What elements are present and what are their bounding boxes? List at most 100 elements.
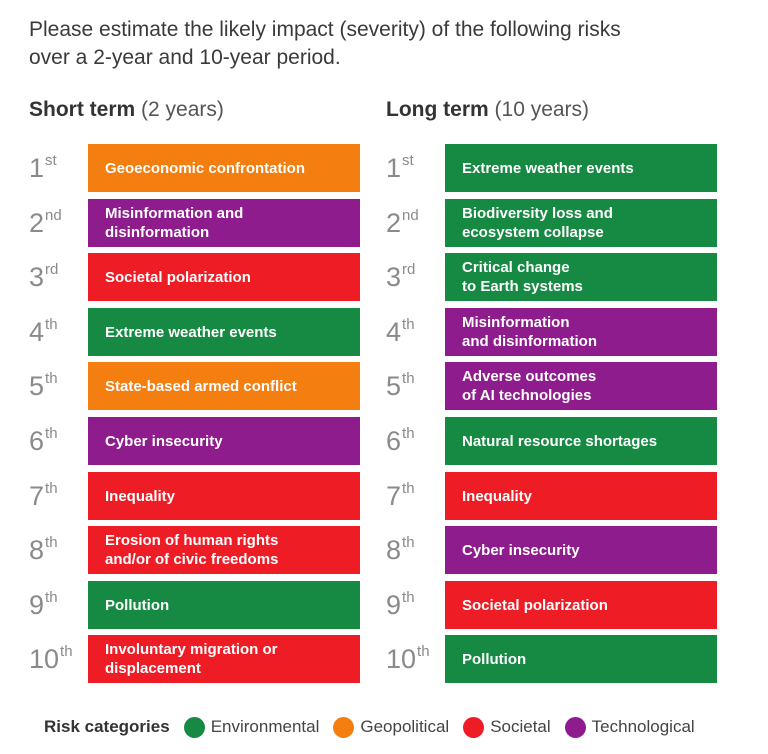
risk-row: 7th Inequality <box>29 472 360 520</box>
rank-label: 7th <box>386 472 446 520</box>
risk-label: Cyber insecurity <box>445 526 717 574</box>
legend-color-dot <box>463 716 485 738</box>
legend-items: Environmental Geopolitical Societal Technol… <box>183 716 709 738</box>
risk-label: Inequality <box>445 472 717 520</box>
risk-label: Extreme weather events <box>445 144 717 192</box>
long-term-heading: Long term (10 years) <box>386 97 589 123</box>
rank-number: 5 <box>386 371 402 401</box>
rank-label: 4th <box>386 308 446 356</box>
risk-label: Extreme weather events <box>88 308 360 356</box>
rank-suffix: nd <box>402 207 419 224</box>
risk-row: 10th Involuntary migration or displacemen… <box>29 635 360 683</box>
risk-label: Misinformation and disinformation <box>445 308 717 356</box>
legend-item: Societal <box>463 716 551 738</box>
rank-suffix: nd <box>45 207 62 224</box>
risk-label: Geoeconomic confrontation <box>88 144 360 192</box>
rank-number: 7 <box>29 481 45 511</box>
risk-row: 5th Adverse outcomes of AI technologies <box>386 362 717 410</box>
rank-suffix: th <box>402 425 415 442</box>
legend-label: Geopolitical <box>360 717 450 736</box>
risk-row: 9th Pollution <box>29 581 360 629</box>
rank-label: 8th <box>386 526 446 574</box>
rank-suffix: th <box>417 643 430 660</box>
legend-item: Environmental <box>183 716 319 738</box>
rank-suffix: th <box>45 425 58 442</box>
rank-label: 1st <box>386 144 446 192</box>
rank-number: 1 <box>386 153 402 183</box>
risk-row: 2nd Misinformation and disinformation <box>29 199 360 247</box>
rank-number: 2 <box>386 208 402 238</box>
rank-label: 5th <box>29 362 89 410</box>
rank-label: 10th <box>386 635 446 683</box>
risk-label: Societal polarization <box>445 581 717 629</box>
rank-label: 3rd <box>386 253 446 301</box>
risk-label: Natural resource shortages <box>445 417 717 465</box>
rank-number: 2 <box>29 208 45 238</box>
rank-number: 10 <box>29 644 60 674</box>
risk-label: Critical change to Earth systems <box>445 253 717 301</box>
question-text: Please estimate the likely impact (sever… <box>29 18 621 69</box>
short-term-heading: Short term (2 years) <box>29 97 224 123</box>
rank-number: 4 <box>386 317 402 347</box>
rank-label: 8th <box>29 526 89 574</box>
risk-row: 7th Inequality <box>386 472 717 520</box>
rank-number: 8 <box>386 535 402 565</box>
risk-row: 9th Societal polarization <box>386 581 717 629</box>
rank-suffix: th <box>45 480 58 497</box>
risk-label: Cyber insecurity <box>88 417 360 465</box>
rank-label: 3rd <box>29 253 89 301</box>
rank-label: 5th <box>386 362 446 410</box>
rank-number: 3 <box>29 262 45 292</box>
rank-suffix: th <box>45 589 58 606</box>
legend-item: Technological <box>564 716 695 738</box>
rank-suffix: th <box>402 370 415 387</box>
legend-item: Geopolitical <box>333 716 450 738</box>
risk-label: Inequality <box>88 472 360 520</box>
rank-label: 4th <box>29 308 89 356</box>
rank-number: 6 <box>29 426 45 456</box>
short-term-subtitle: (2 years) <box>141 98 224 121</box>
rank-number: 10 <box>386 644 417 674</box>
rank-number: 5 <box>29 371 45 401</box>
rank-number: 6 <box>386 426 402 456</box>
rank-label: 7th <box>29 472 89 520</box>
rank-suffix: th <box>402 589 415 606</box>
risk-row: 2nd Biodiversity loss and ecosystem colla… <box>386 199 717 247</box>
risk-row: 1st Extreme weather events <box>386 144 717 192</box>
rank-label: 1st <box>29 144 89 192</box>
rank-suffix: th <box>402 534 415 551</box>
rank-number: 4 <box>29 317 45 347</box>
rank-suffix: rd <box>45 261 59 278</box>
risk-row: 1st Geoeconomic confrontation <box>29 144 360 192</box>
rank-number: 8 <box>29 535 45 565</box>
risk-row: 4th Misinformation and disinformation <box>386 308 717 356</box>
rank-label: 2nd <box>386 199 446 247</box>
rank-suffix: st <box>402 152 414 169</box>
long-term-title: Long term <box>386 98 489 121</box>
rank-suffix: th <box>45 534 58 551</box>
risk-label: Misinformation and disinformation <box>88 199 360 247</box>
risk-row: 8th Erosion of human rights and/or of civ… <box>29 526 360 574</box>
risk-row: 10th Pollution <box>386 635 717 683</box>
risk-row: 3rd Societal polarization <box>29 253 360 301</box>
rank-label: 9th <box>386 581 446 629</box>
rank-label: 2nd <box>29 199 89 247</box>
risk-label: Pollution <box>88 581 360 629</box>
risk-categories-legend: Risk categories Environmental Geopolitica… <box>44 712 709 742</box>
risk-row: 6th Cyber insecurity <box>29 417 360 465</box>
legend-color-dot <box>333 716 355 738</box>
risk-row: 5th State-based armed conflict <box>29 362 360 410</box>
risk-label: Erosion of human rights and/or of civic … <box>88 526 360 574</box>
short-term-title: Short term <box>29 98 136 121</box>
rank-label: 10th <box>29 635 89 683</box>
rank-number: 7 <box>386 481 402 511</box>
rank-label: 9th <box>29 581 89 629</box>
rank-number: 9 <box>386 590 402 620</box>
risk-label: Societal polarization <box>88 253 360 301</box>
risk-label: Adverse outcomes of AI technologies <box>445 362 717 410</box>
rank-number: 9 <box>29 590 45 620</box>
rank-label: 6th <box>386 417 446 465</box>
risk-label: Biodiversity loss and ecosystem collapse <box>445 199 717 247</box>
risk-row: 3rd Critical change to Earth systems <box>386 253 717 301</box>
legend-color-dot <box>183 716 205 738</box>
